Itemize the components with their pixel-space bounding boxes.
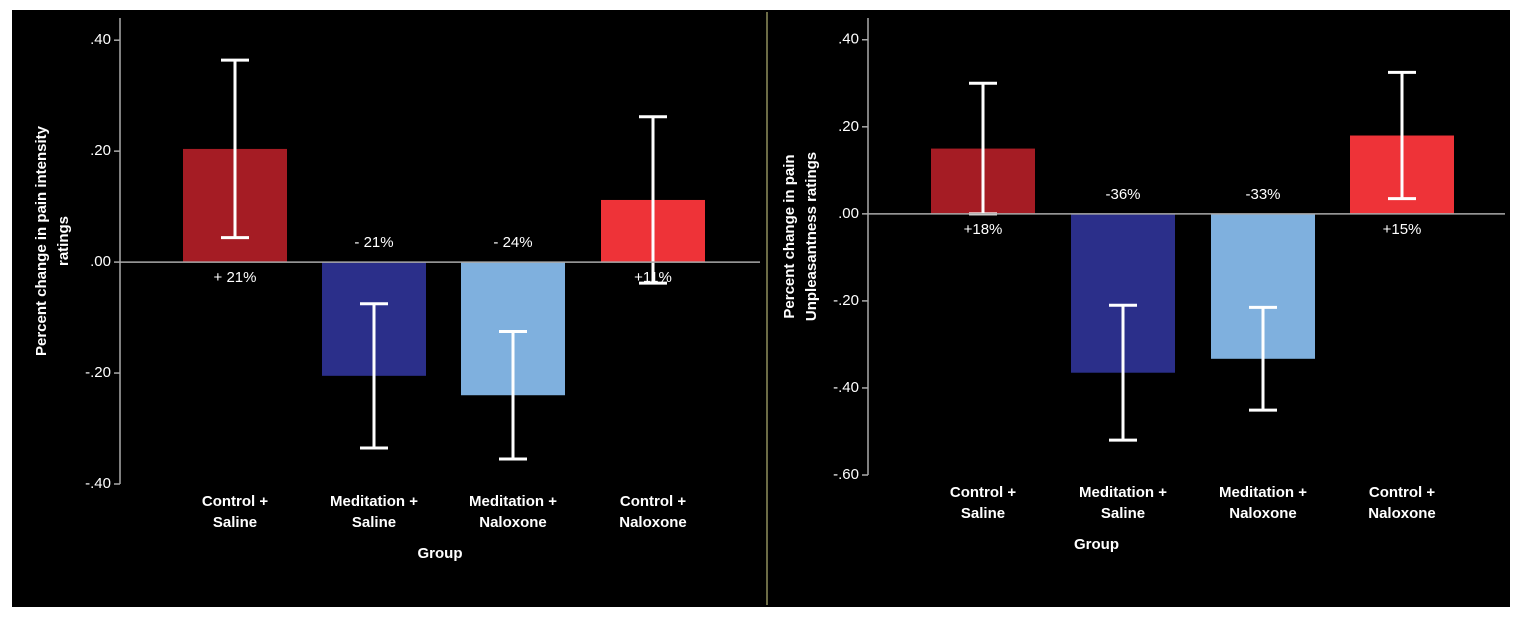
annotation: +18% [964, 221, 1003, 238]
y-tick-label: .00 [90, 253, 111, 270]
x-tick-label: Control + [1369, 484, 1435, 501]
error-bar [1249, 305, 1277, 412]
annotation: + 21% [214, 269, 257, 286]
x-tick-label: Saline [961, 505, 1005, 522]
y-tick-label: .40 [90, 31, 111, 48]
annotation: - 21% [354, 234, 393, 251]
y-tick-label: .20 [838, 118, 859, 135]
y-tick-label: -.20 [85, 364, 111, 381]
y-tick-label: -.20 [833, 292, 859, 309]
error-bar [221, 58, 249, 240]
x-tick-label: Naloxone [1229, 505, 1297, 522]
x-tick-label: Saline [1101, 505, 1145, 522]
y-axis-label: Percent change in pain intensity [33, 125, 50, 356]
x-tick-label: Meditation + [469, 493, 557, 510]
error-bar [499, 329, 527, 461]
error-bar [639, 115, 667, 285]
error-bar [360, 302, 388, 450]
annotation: -33% [1245, 186, 1280, 203]
y-axis-label: Unpleasantness ratings [803, 152, 820, 321]
x-tick-label: Saline [213, 514, 257, 531]
x-tick-label: Naloxone [1368, 505, 1436, 522]
y-tick-label: -.40 [85, 475, 111, 492]
x-tick-label: Naloxone [619, 514, 687, 531]
x-tick-label: Control + [620, 493, 686, 510]
x-tick-label: Meditation + [1079, 484, 1167, 501]
x-axis-label: Group [1074, 536, 1119, 553]
y-tick-label: -.60 [833, 466, 859, 483]
x-tick-label: Control + [950, 484, 1016, 501]
y-tick-label: -.40 [833, 379, 859, 396]
x-tick-label: Saline [352, 514, 396, 531]
y-axis-label: Percent change in pain [781, 154, 798, 318]
annotation: - 24% [493, 234, 532, 251]
y-tick-label: .40 [838, 31, 859, 48]
annotation: +15% [1383, 221, 1422, 238]
y-axis-label: ratings [55, 216, 72, 266]
y-tick-label: .00 [838, 205, 859, 222]
x-tick-label: Meditation + [1219, 484, 1307, 501]
x-axis-label: Group [418, 545, 463, 562]
annotation: -36% [1105, 186, 1140, 203]
x-tick-label: Control + [202, 493, 268, 510]
error-bar [1388, 70, 1416, 201]
x-tick-label: Naloxone [479, 514, 547, 531]
x-tick-label: Meditation + [330, 493, 418, 510]
y-tick-label: .20 [90, 142, 111, 159]
annotation: +11% [634, 269, 672, 286]
error-bar [1109, 303, 1137, 442]
